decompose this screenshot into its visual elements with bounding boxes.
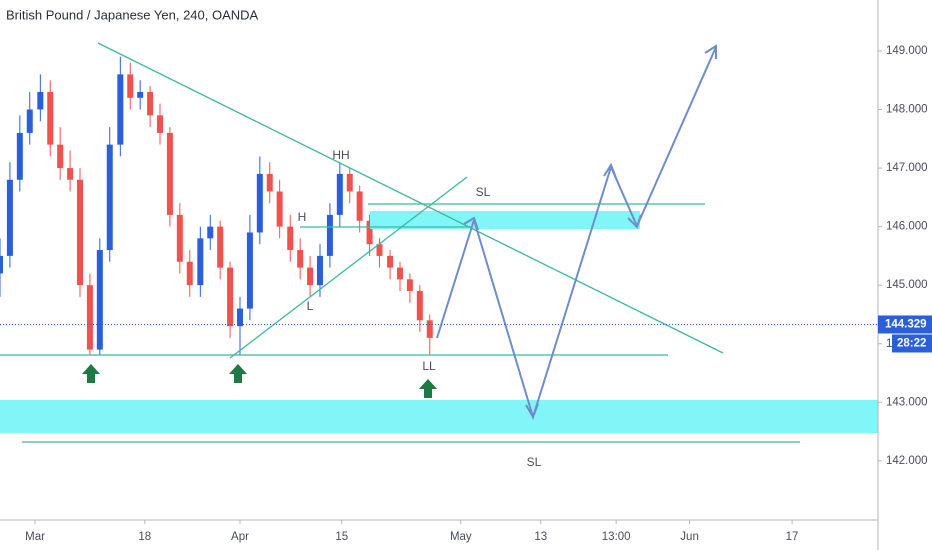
up-marker <box>82 364 100 383</box>
candle-body <box>416 291 423 321</box>
arrow-head <box>603 162 617 179</box>
candle-body <box>147 91 154 116</box>
candle-body <box>76 179 83 286</box>
y-tick-label: 148.000 <box>886 104 928 116</box>
candle-body <box>366 220 373 245</box>
candle-body <box>176 214 183 262</box>
y-tick-label: 147.000 <box>886 162 928 174</box>
y-tick-label: 142.000 <box>886 455 928 467</box>
candle-body <box>197 238 204 286</box>
candle-body <box>356 191 363 221</box>
candle-body <box>346 173 353 192</box>
candle-body <box>207 226 214 239</box>
x-tick-label: Apr <box>231 531 249 543</box>
y-tick-label: 143.000 <box>886 396 928 408</box>
candle-body <box>96 250 103 350</box>
price-badge <box>878 315 932 334</box>
plot <box>0 56 433 356</box>
candle-body <box>57 144 64 169</box>
candle-body <box>406 279 413 292</box>
candle-body <box>16 132 23 180</box>
x-tick-label: May <box>450 531 472 543</box>
candle-body <box>217 226 224 268</box>
candle-body <box>127 74 134 98</box>
projection-path <box>436 46 717 421</box>
annotation: SL <box>476 185 491 199</box>
x-tick-label: 15 <box>335 531 348 543</box>
candle-body <box>67 168 74 180</box>
candle-body <box>297 250 304 268</box>
candle-body <box>246 232 253 309</box>
axes: 142.000143.000144.000145.000146.000147.0… <box>0 45 932 543</box>
zone-box <box>0 400 878 433</box>
chart-title: British Pound / Japanese Yen, 240, OANDA <box>6 7 259 22</box>
countdown: 28:22 <box>897 338 926 350</box>
y-tick-label: 145.000 <box>886 279 928 291</box>
up-marker <box>419 379 437 398</box>
annotation: L <box>307 299 314 313</box>
y-tick-label: 149.000 <box>886 45 928 57</box>
trend-line <box>97 42 724 354</box>
candle-body <box>376 244 383 256</box>
annotation: LL <box>422 359 436 373</box>
candle-body <box>236 308 243 327</box>
x-tick-label: 13 <box>534 531 547 543</box>
arrow-head <box>463 216 479 231</box>
x-tick-label: 17 <box>786 531 799 543</box>
zone-box <box>370 211 640 229</box>
candle-body <box>37 91 44 110</box>
candle-body <box>26 109 33 133</box>
candle-body <box>0 255 3 274</box>
candle-body <box>387 255 394 268</box>
candle-body <box>86 285 93 350</box>
up-marker <box>229 364 247 383</box>
annotation: H <box>298 210 307 224</box>
current-price-label: 144.329 <box>885 319 927 331</box>
candle-body <box>166 132 173 215</box>
x-tick-label: Jun <box>680 531 699 543</box>
candle-body <box>287 226 294 251</box>
countdown-badge <box>892 334 932 353</box>
candle-body <box>156 115 163 133</box>
x-tick-label: 18 <box>138 531 151 543</box>
x-tick-label: Mar <box>25 531 45 543</box>
annotation: HH <box>332 148 349 162</box>
arrow-head <box>627 214 642 229</box>
candle-body <box>186 261 193 286</box>
candle-body <box>307 267 314 286</box>
candle-body <box>396 267 403 280</box>
x-tick-label: 13:00 <box>602 531 631 543</box>
candle-body <box>117 74 124 145</box>
candle-body <box>47 91 54 145</box>
candle-body <box>106 144 113 251</box>
candle-body <box>137 91 144 98</box>
candle-body <box>256 173 263 233</box>
candle-body <box>227 267 234 327</box>
candle-body <box>316 255 323 286</box>
y-tick-label: 146.000 <box>886 221 928 233</box>
trend-line <box>229 176 468 359</box>
candle-body <box>6 179 13 256</box>
candle-body <box>336 173 343 215</box>
candle-body <box>276 191 283 227</box>
arrow-head <box>525 403 539 420</box>
candle-body <box>266 173 273 192</box>
candle-body <box>426 320 433 338</box>
candle-body <box>326 214 333 256</box>
annotation: SL <box>527 455 542 469</box>
arrow-head <box>704 44 717 59</box>
